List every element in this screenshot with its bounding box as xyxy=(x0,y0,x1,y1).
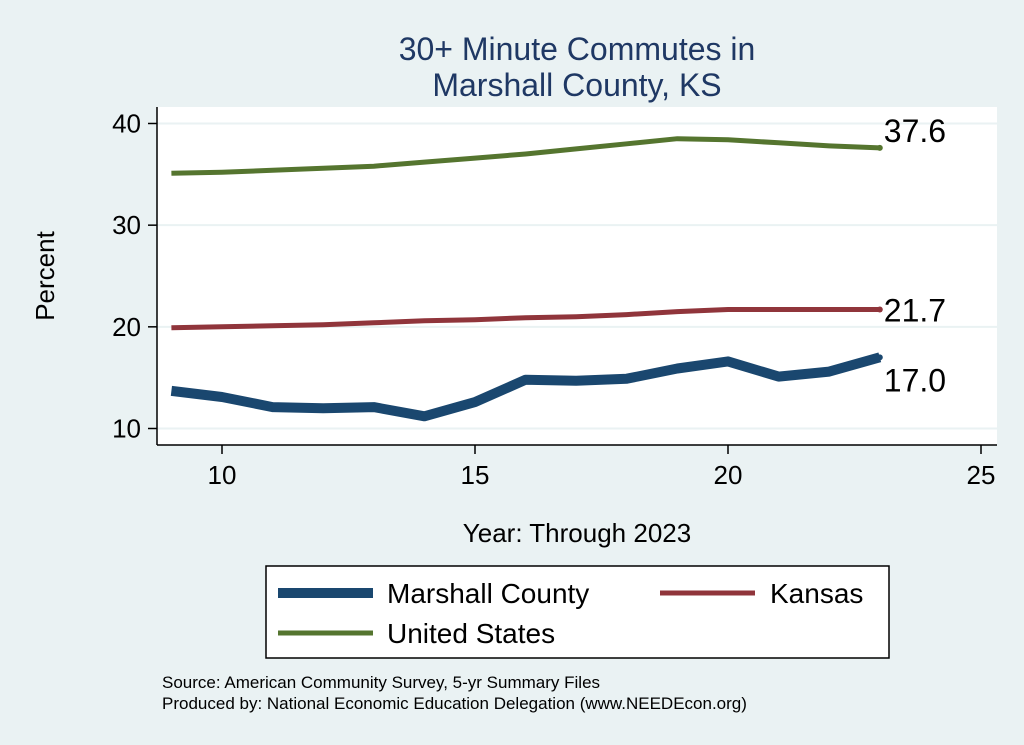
series-line-united-states xyxy=(171,136,880,176)
chart-title-line-1: 30+ Minute Commutes in xyxy=(399,31,756,67)
x-tick-label-10: 10 xyxy=(208,460,237,490)
axis-layer: 10 20 30 40 10 15 20 25 xyxy=(112,107,997,490)
y-tick-label-40: 40 xyxy=(112,108,141,138)
series-endpoint-kansas xyxy=(876,306,883,313)
source-note: Source: American Community Survey, 5-yr … xyxy=(162,673,600,692)
series-endpoint-marshall-county xyxy=(876,354,883,361)
chart-title-line-2: Marshall County, KS xyxy=(432,67,721,103)
legend-label-marshall-county: Marshall County xyxy=(387,578,589,609)
series-endpoint-united-states xyxy=(876,144,883,151)
end-label-united-states: 37.6 xyxy=(884,113,946,149)
end-label-marshall-county: 17.0 xyxy=(884,362,946,398)
y-tick-label-10: 10 xyxy=(112,414,141,444)
legend-label-kansas: Kansas xyxy=(770,578,863,609)
plot-area xyxy=(157,107,997,445)
end-label-kansas: 21.7 xyxy=(884,293,946,329)
x-tick-label-15: 15 xyxy=(461,460,490,490)
end-label-layer: 17.0 21.7 37.6 xyxy=(884,113,946,398)
x-tick-label-20: 20 xyxy=(714,460,743,490)
y-tick-label-30: 30 xyxy=(112,210,141,240)
series-line-marshall-county xyxy=(170,352,882,422)
series-line-kansas xyxy=(171,307,880,331)
legend-label-united-states: United States xyxy=(387,618,555,649)
y-tick-label-20: 20 xyxy=(112,312,141,342)
produced-note: Produced by: National Economic Education… xyxy=(162,694,747,713)
series-layer xyxy=(170,136,883,422)
legend-box xyxy=(265,565,890,659)
y-axis-title: Percent xyxy=(30,230,60,320)
x-axis-title: Year: Through 2023 xyxy=(463,518,691,548)
x-tick-label-25: 25 xyxy=(967,460,996,490)
